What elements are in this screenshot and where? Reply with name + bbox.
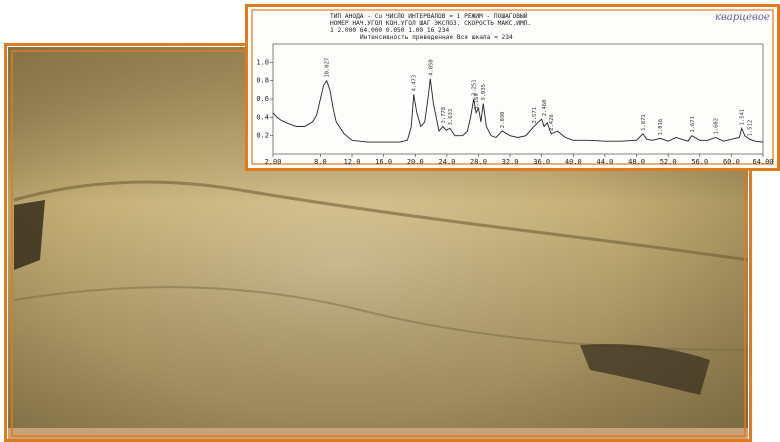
- x-tick-label: 56.0: [691, 158, 708, 166]
- peak-label: 2.890: [500, 112, 506, 129]
- peak-label: 1.512: [748, 120, 754, 137]
- header-line: НОМЕР НАЧ.УГОЛ КОН.УГОЛ ШАГ ЭКСПОЗ. СКОР…: [330, 20, 531, 27]
- peak-label: 3.778: [441, 107, 447, 124]
- x-tick-label: 40.0: [565, 158, 582, 166]
- x-tick-label: 2.00: [265, 158, 282, 166]
- peak-label: 2.460: [542, 100, 548, 117]
- peak-label: 1.816: [658, 119, 664, 136]
- x-tick-label: 64.00: [752, 158, 773, 166]
- x-tick-label: 24.0: [438, 158, 455, 166]
- peak-label: 1.671: [690, 116, 696, 133]
- peak-label: 3.169: [474, 93, 480, 110]
- photo-strip: [8, 428, 748, 440]
- x-tick-label: 48.0: [628, 158, 645, 166]
- x-tick-label: 20.0: [407, 158, 424, 166]
- y-tick-label: 1.0: [256, 58, 269, 66]
- header-line: ТИП АНОДА - Cu ЧИСЛО ИНТЕРВАЛОВ = 1 РЕЖИ…: [330, 11, 528, 20]
- peak-label: 3.035: [481, 84, 487, 101]
- xrd-inset: ТИП АНОДА - Cu ЧИСЛО ИНТЕРВАЛОВ = 1 РЕЖИ…: [246, 5, 779, 170]
- peak-label: 1.602: [714, 118, 720, 135]
- peak-label: 4.050: [428, 59, 434, 76]
- x-tick-label: 60.0: [723, 158, 740, 166]
- peak-label: 2.571: [532, 107, 538, 124]
- x-tick-label: 12.0: [344, 158, 361, 166]
- x-tick-label: 52.0: [660, 158, 677, 166]
- x-tick-label: 16.0: [375, 158, 392, 166]
- screen: ТИП АНОДА - Cu ЧИСЛО ИНТЕРВАЛОВ = 1 РЕЖИ…: [0, 0, 780, 442]
- peak-label: 10.027: [325, 58, 331, 78]
- header-line: Интенсивность приведенная Вся шкала = 23…: [360, 34, 513, 41]
- peak-label: 4.473: [412, 75, 418, 92]
- peak-label: 1.871: [641, 114, 647, 131]
- header-line: 1 2.000 64.000 0.050 1.00 16 234: [330, 27, 449, 34]
- x-tick-label: 32.0: [502, 158, 519, 166]
- inset-paper: [246, 5, 778, 169]
- peak-label: 2.426: [549, 114, 555, 131]
- y-tick-label: 0.8: [256, 77, 269, 85]
- x-tick-label: 44.0: [597, 158, 614, 166]
- x-tick-label: 28.0: [470, 158, 487, 166]
- handwritten-note: кварцевое: [715, 12, 770, 23]
- y-tick-label: 0.2: [256, 132, 269, 140]
- x-tick-label: 36.0: [533, 158, 550, 166]
- y-tick-label: 0.4: [256, 113, 269, 121]
- peak-label: 3.633: [448, 109, 454, 126]
- x-tick-label: 8.0: [314, 158, 327, 166]
- peak-label: 1.541: [740, 109, 746, 126]
- y-tick-label: 0.6: [256, 95, 269, 103]
